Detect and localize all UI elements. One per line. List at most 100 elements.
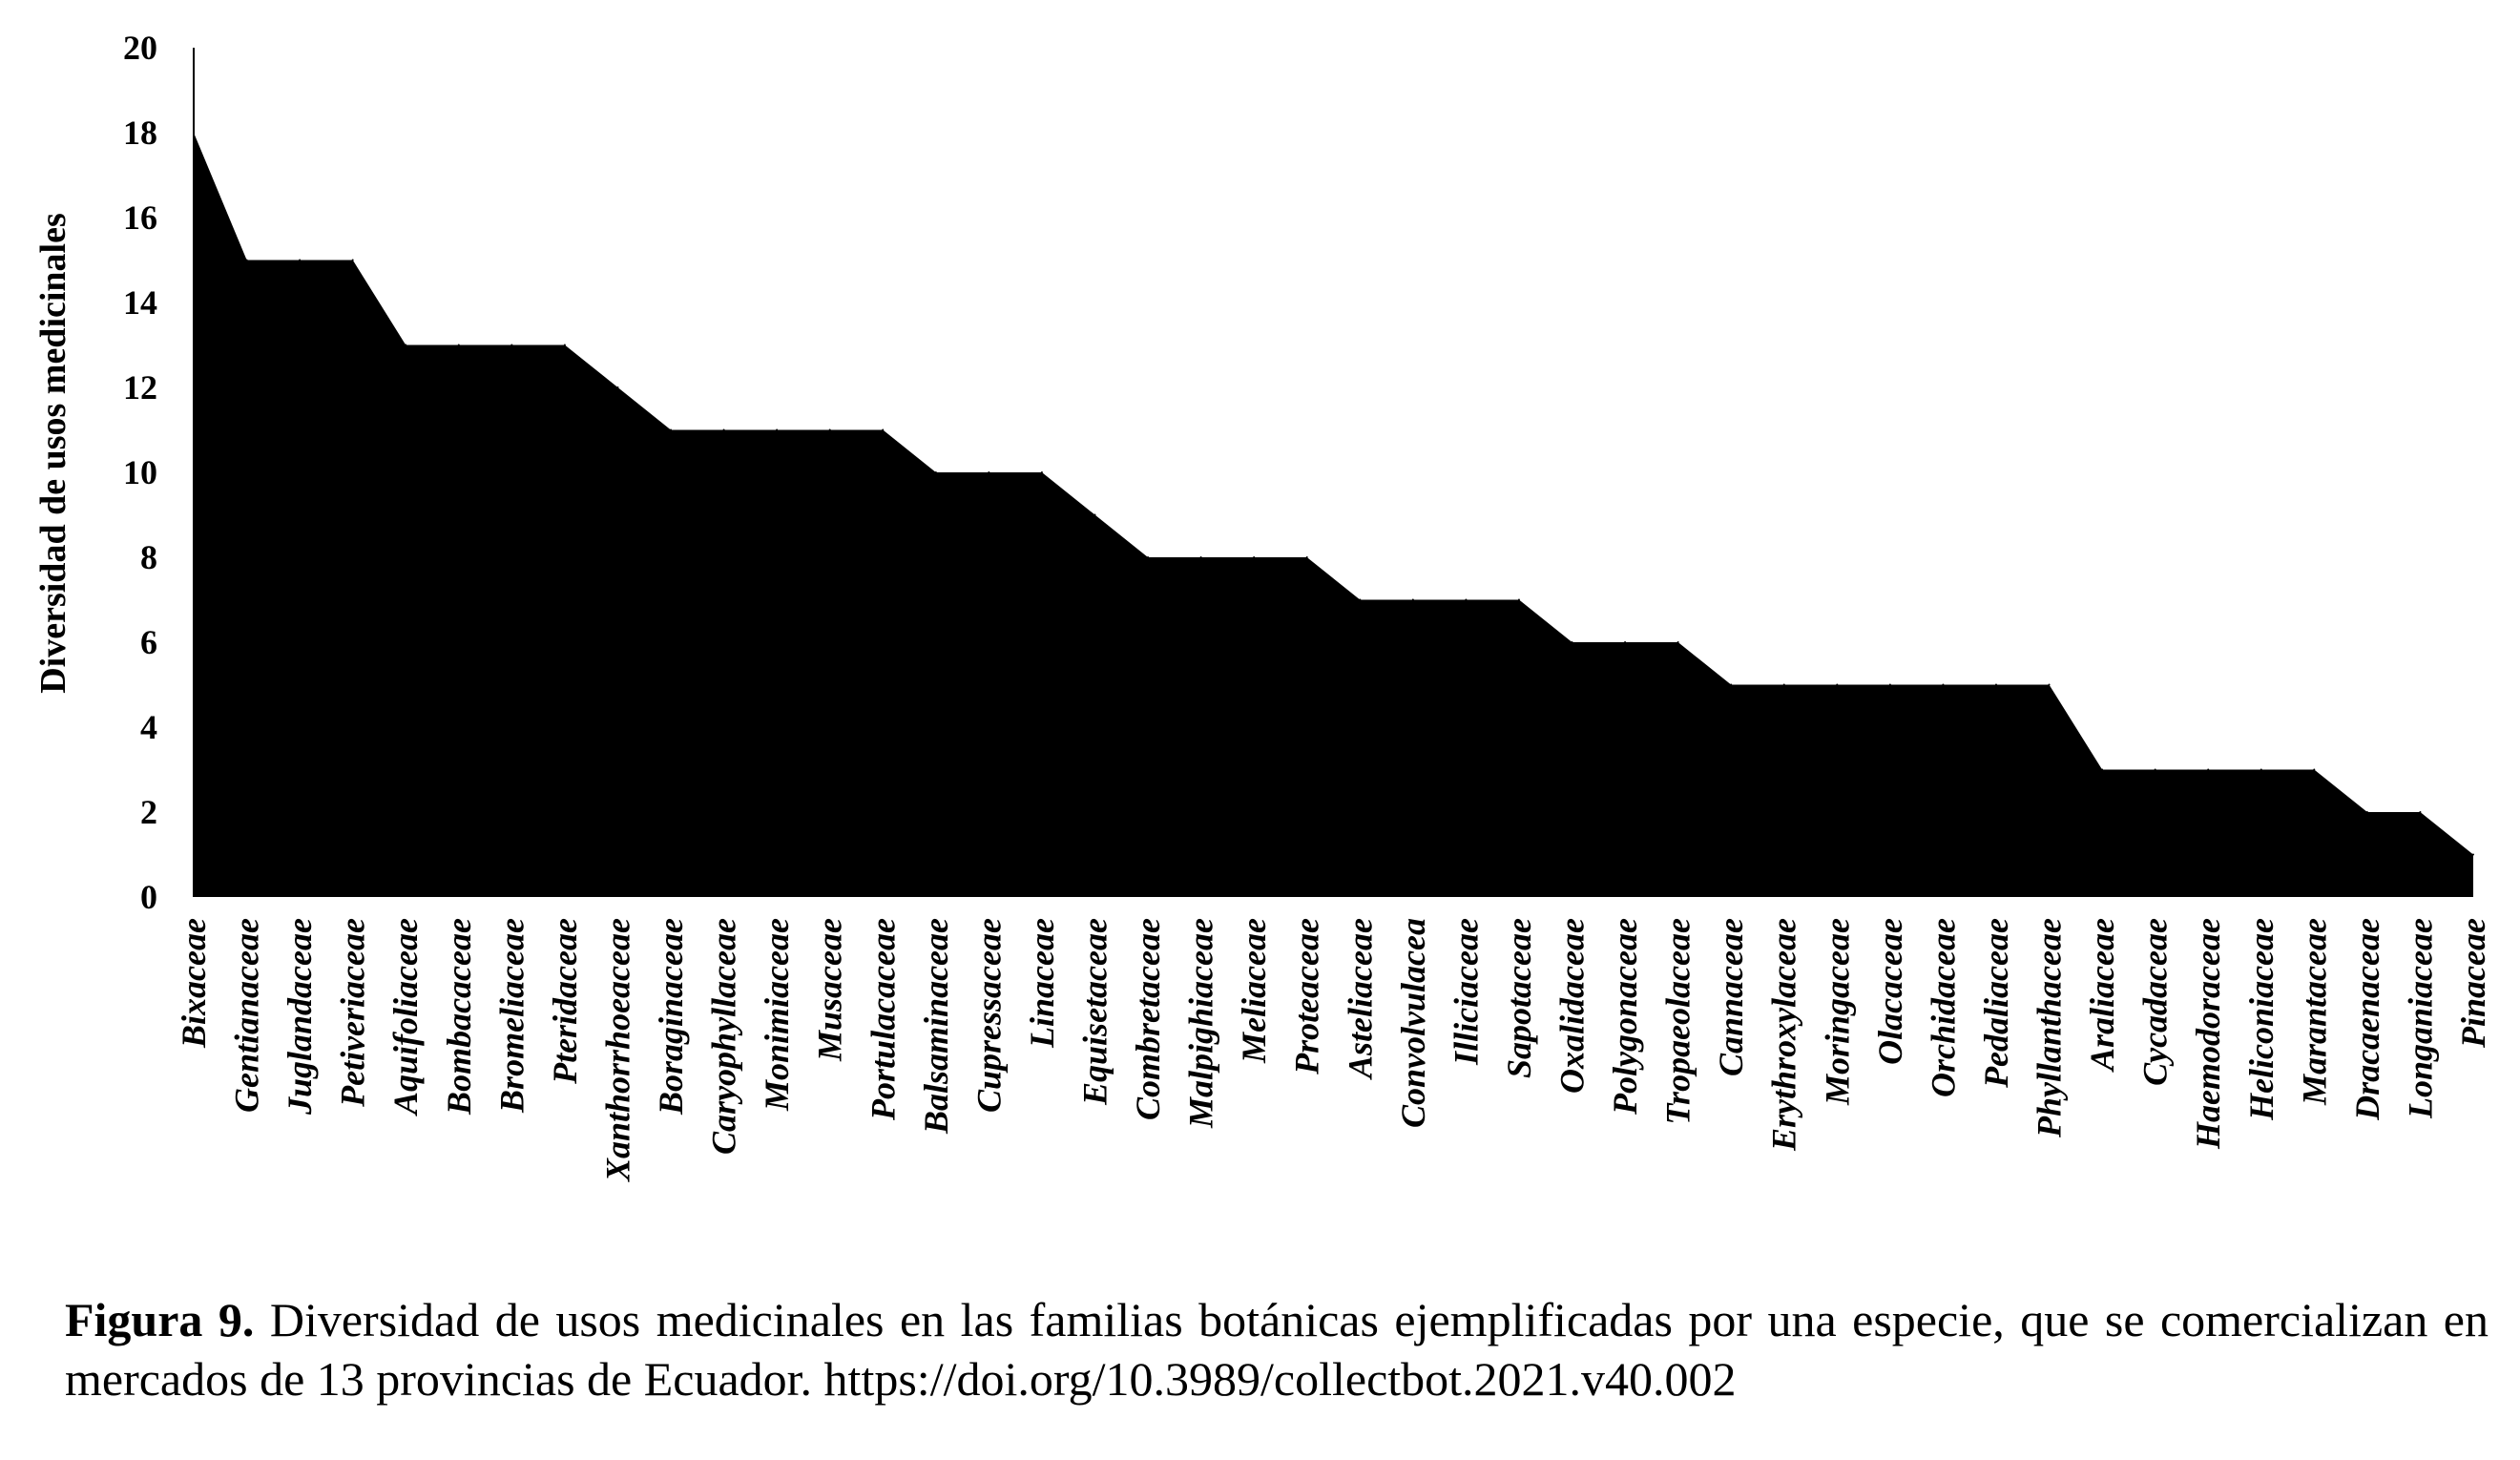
data-point-boraginaceae — [670, 428, 673, 431]
data-point-malpighiaceae — [1199, 556, 1202, 558]
data-point-aquifoliaceae — [405, 344, 407, 346]
x-category-label: Combretaceae — [1129, 918, 1167, 1120]
x-category-label: Heliconiaceae — [2242, 918, 2280, 1121]
x-category-label: Olacaceae — [1871, 918, 1909, 1065]
x-category-label: Dracaenaceae — [2348, 918, 2386, 1121]
x-category-label: Moringaceae — [1818, 918, 1856, 1106]
data-point-portulacaceae — [882, 428, 885, 431]
y-tick-label: 8 — [140, 538, 157, 576]
x-category-label: Longaniaceae — [2401, 918, 2439, 1119]
data-point-bromeliaceae — [510, 344, 513, 346]
x-category-label: Malpighiaceae — [1182, 918, 1220, 1129]
data-point-petiveriaceae — [351, 259, 354, 261]
x-category-label: Xanthorrhoeaceae — [598, 918, 636, 1182]
data-point-caryophyllaceae — [722, 428, 725, 431]
y-tick-label: 18 — [123, 114, 157, 152]
data-point-cupressaceae — [988, 471, 990, 473]
y-tick-label: 20 — [123, 29, 157, 67]
x-category-label: Phyllanthaceae — [2031, 918, 2069, 1138]
x-category-label: Asteliaceae — [1341, 918, 1379, 1080]
x-category-label: Balsaminaceae — [917, 918, 955, 1135]
x-category-label: Caryophyllaceae — [705, 918, 743, 1155]
data-point-pedaliaceae — [1994, 683, 1997, 686]
x-category-label: Sapotaceae — [1500, 918, 1538, 1078]
area-series — [193, 132, 2474, 897]
data-point-juglandaceae — [299, 259, 302, 261]
x-category-label: Cannaceae — [1712, 918, 1750, 1076]
data-point-olacaceae — [1888, 683, 1891, 686]
y-tick-label: 10 — [123, 453, 157, 491]
area-chart: 0 2 4 6 8 10 12 14 16 18 20 Bixaceae Gentianaceae Ju… — [33, 29, 2492, 1182]
x-category-label: Tropaeolaceae — [1659, 918, 1697, 1125]
data-point-meliaceae — [1253, 556, 1256, 558]
data-point-heliconiaceae — [2260, 768, 2262, 771]
data-point-asteliaceae — [1359, 598, 1362, 601]
x-category-label: Illiciaceae — [1447, 918, 1485, 1066]
x-category-label: Gentianaceae — [228, 918, 266, 1113]
data-point-pinaceae — [2472, 853, 2474, 856]
y-axis-label: Diversidad de usos medicinales — [33, 213, 73, 694]
y-tick-label: 6 — [140, 623, 157, 661]
y-tick-label: 16 — [123, 198, 157, 237]
data-point-tropaeolaceae — [1677, 641, 1679, 643]
data-point-gentianaceae — [245, 259, 248, 261]
data-point-longaniaceae — [2419, 811, 2422, 813]
data-point-xanthorrhoeaceae — [616, 386, 619, 388]
data-point-cycadaceae — [2154, 768, 2156, 771]
x-category-label: Linaceae — [1023, 918, 1061, 1049]
data-point-orchidaceae — [1942, 683, 1945, 686]
x-category-label: Cupressaceae — [969, 918, 1008, 1113]
x-category-label: Convolvulacea — [1394, 918, 1432, 1128]
data-point-combretaceae — [1147, 556, 1150, 558]
y-tick-label: 4 — [140, 708, 157, 746]
x-category-label: Pedaliaceae — [1977, 918, 2015, 1089]
data-point-erythroxylaceae — [1782, 683, 1785, 686]
data-point-dracaenaceae — [2365, 811, 2368, 813]
data-point-araliaceae — [2101, 768, 2104, 771]
y-tick-label: 12 — [123, 368, 157, 407]
x-category-label: Araliaceae — [2083, 918, 2121, 1073]
data-point-monimiaceae — [776, 428, 779, 431]
x-category-label: Portulacaceae — [864, 918, 902, 1121]
data-point-balsaminaceae — [934, 471, 937, 473]
data-point-proteaceae — [1305, 556, 1308, 558]
y-axis-ticks: 0 2 4 6 8 10 12 14 16 18 20 — [123, 29, 157, 916]
x-category-label: Bombacaceae — [440, 918, 478, 1116]
data-point-equisetaceae — [1093, 513, 1096, 516]
caption-text: Diversidad de usos medicinales en las fa… — [65, 1293, 2489, 1406]
data-point-cannaceae — [1730, 683, 1733, 686]
x-category-label: Oxalidaceae — [1553, 918, 1592, 1094]
x-category-label: Bixaceae — [175, 918, 213, 1049]
data-point-oxalidaceae — [1571, 641, 1573, 643]
data-point-convolvulacea — [1411, 598, 1414, 601]
data-point-sapotaceae — [1517, 598, 1520, 601]
data-point-illiciaceae — [1465, 598, 1468, 601]
x-category-label: Aquifoliaceae — [386, 918, 425, 1116]
x-category-label: Juglandaceae — [281, 918, 319, 1116]
area-fill — [194, 133, 2473, 897]
data-point-haemodoraceae — [2207, 768, 2210, 771]
y-tick-label: 14 — [123, 283, 157, 322]
x-category-label: Proteaceae — [1288, 918, 1326, 1075]
caption-label: Figura 9. — [65, 1293, 255, 1346]
x-category-label: Boraginaceae — [652, 918, 690, 1116]
x-category-label: Marantaceae — [2295, 918, 2333, 1106]
data-point-musaceae — [828, 428, 831, 431]
data-point-phyllanthaceae — [2048, 683, 2051, 686]
x-category-label: Polygonaceae — [1606, 918, 1644, 1116]
data-point-linaceae — [1040, 471, 1043, 473]
x-category-label: Petiveriaceae — [334, 918, 372, 1108]
x-category-label: Musaceae — [811, 918, 849, 1062]
y-tick-label: 0 — [140, 878, 157, 916]
x-category-label: Equisetaceae — [1075, 918, 1114, 1106]
x-category-label: Haemodoraceae — [2189, 918, 2227, 1150]
x-category-label: Pteridaceae — [546, 918, 584, 1085]
x-category-label: Pinaceae — [2454, 918, 2492, 1049]
x-category-label: Cycadaceae — [2136, 918, 2175, 1086]
data-point-moringaceae — [1836, 683, 1839, 686]
y-tick-label: 2 — [140, 793, 157, 831]
data-point-marantaceae — [2313, 768, 2316, 771]
x-category-label: Meliaceae — [1235, 918, 1273, 1064]
x-category-label: Orchidaceae — [1924, 918, 1962, 1097]
data-point-bombacaceae — [457, 344, 460, 346]
